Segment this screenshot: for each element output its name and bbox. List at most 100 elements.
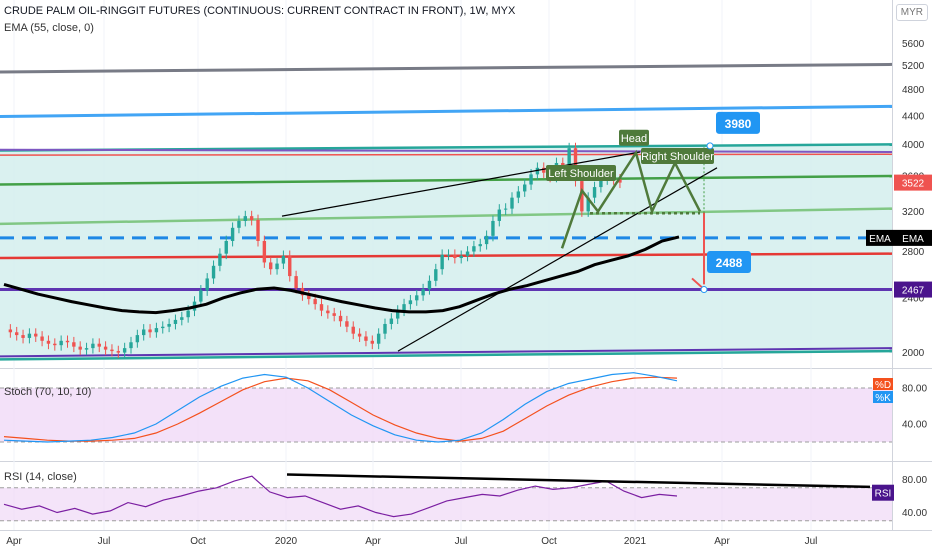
candle-body [78,346,82,350]
symbol-title[interactable]: CRUDE PALM OIL-RINGGIT FUTURES (CONTINUO… [4,5,516,17]
rsi-pane-label[interactable]: RSI (14, close) [4,471,77,483]
candle-body [116,351,120,353]
y-tick-label: 5200 [902,61,925,72]
candle-body [472,246,476,252]
candle-body [294,276,298,288]
x-tick-label: Jul [98,536,111,547]
stoch-k-line [3,372,678,443]
candle-body [262,240,267,263]
candle-body [243,216,247,221]
ema-indicator-label[interactable]: EMA (55, close, 0) [4,22,94,34]
candle-body [313,299,317,305]
x-tick-label: Jul [455,536,468,547]
current-price-tag-bg [894,174,932,191]
blue-trendline [0,104,893,118]
candle-body [446,254,451,256]
target-2488-callout: 2488 [716,256,743,270]
y-tick-label: 5600 [902,39,925,50]
support-price-tag-bg [894,281,932,298]
wedge-upper-trendline [281,151,641,217]
candle-body [8,329,13,333]
y-tick-label: 2000 [902,348,925,359]
candle-body [288,255,292,277]
candle-body [402,304,406,311]
candle-body [161,326,165,329]
y-tick-label: 4000 [902,140,925,151]
candle-body [129,342,133,349]
candle-body [40,336,44,341]
candle-body [332,313,336,316]
current-price-tag: 3522 [902,179,925,190]
anchor-dot [706,142,714,150]
candle-body [59,340,63,346]
candle-body [440,254,444,270]
stoch-y-tick-label: 40.00 [902,420,927,431]
candle-body [510,197,514,209]
rsi-line [3,475,678,518]
candle-body [389,318,394,324]
light-green-line [0,207,893,226]
right-shoulder-label-bg [641,148,714,165]
candle-body [364,336,368,341]
rsi-band-fill [0,487,892,521]
channel-fill [0,144,892,360]
rsi-trendline [286,473,871,489]
candle-body [97,343,101,347]
candle-body [53,343,57,346]
candle-body [326,310,330,314]
candle-body [491,220,495,236]
candle-body [345,321,349,327]
candle-body [27,333,32,338]
candle-body [167,323,171,327]
candle-body [224,240,228,254]
stoch-k-legend: %K [875,393,891,404]
green-mid-line [0,174,893,186]
x-tick-label: 2021 [624,536,647,547]
stoch-d-legend-bg [873,378,893,390]
left-shoulder-label-bg [546,165,616,182]
candle-body [376,333,381,344]
candles-group [8,142,622,359]
candle-body [567,148,571,167]
channel-lower-line [0,349,893,361]
candle-body [84,348,89,350]
candle-body [135,335,140,343]
x-tick-label: Apr [714,536,730,547]
candle-body [586,197,590,212]
candle-body [230,227,235,241]
candle-body [535,167,540,175]
candle-body [218,253,222,266]
grey-trendline [0,62,893,74]
candle-body [338,315,343,322]
candle-body [307,295,311,300]
left-shoulder-label: Left Shoulder [548,168,614,180]
candle-body [180,317,184,320]
candle-body [580,181,584,212]
stoch-y-tick-label: 80.00 [902,384,927,395]
candle-body [256,219,260,241]
candle-body [516,191,521,198]
ema-price-tag: EMA [902,234,924,245]
candle-body [370,340,374,344]
stoch-pane-label[interactable]: Stoch (70, 10, 10) [4,386,92,398]
rsi-y-tick-label: 40.00 [902,508,927,519]
x-tick-label: Jul [805,536,818,547]
candle-body [15,332,19,336]
candle-body [478,244,482,247]
currency-badge[interactable]: MYR [895,4,928,21]
ema-line-label: EMA [869,234,891,245]
rsi-y-tick-label: 80.00 [902,475,927,486]
rsi-legend-bg [872,484,894,501]
x-tick-label: Apr [6,536,22,547]
candle-body [453,254,457,259]
y-tick-label: 2400 [902,293,925,304]
candle-body [396,310,400,319]
ema-line [3,235,680,315]
purple-top-line [0,148,893,153]
candle-body [237,220,241,228]
target-2488-callout-bg [707,251,751,274]
candle-body [351,326,355,334]
candle-body [459,255,463,259]
target-3980-callout: 3980 [725,117,752,131]
